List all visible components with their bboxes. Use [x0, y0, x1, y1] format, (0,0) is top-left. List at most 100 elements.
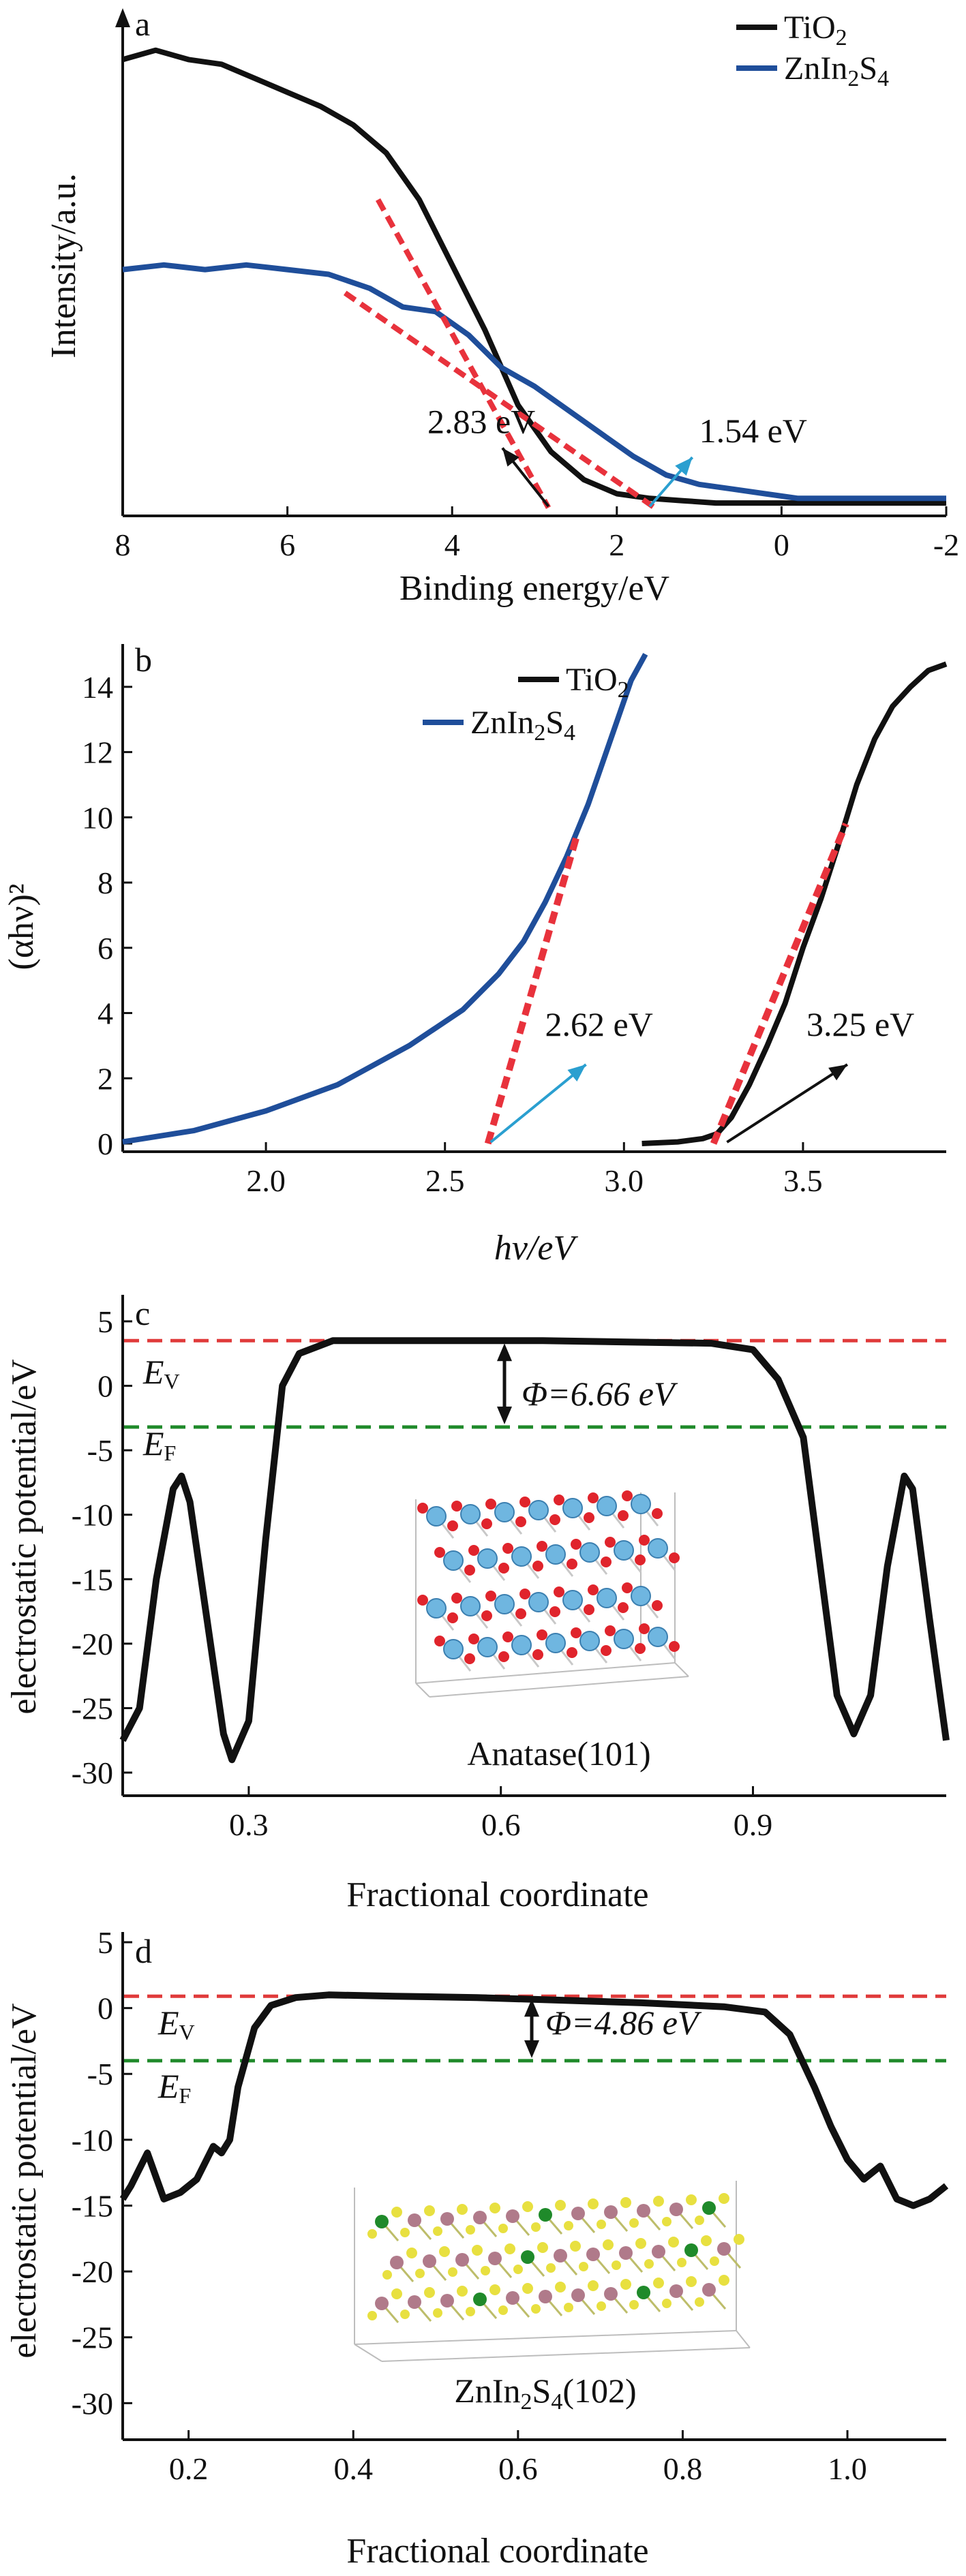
o-atom [451, 1593, 462, 1604]
panel-d-xtick-label: 0.4 [333, 2451, 373, 2486]
in-atom [571, 2288, 585, 2302]
o-atom [571, 1539, 582, 1550]
panel-d-ytick-label: -10 [72, 2123, 113, 2158]
s-atom [433, 2226, 442, 2236]
anatase-label: Anatase(101) [467, 1734, 650, 1773]
ti-atom [545, 1544, 566, 1565]
o-atom [417, 1595, 428, 1606]
ti-atom [511, 1635, 532, 1655]
s-atom [629, 2300, 639, 2310]
o-atom [601, 1557, 612, 1567]
panel-a-label: a [135, 5, 150, 43]
o-atom [485, 1591, 496, 1601]
s-atom [489, 2284, 500, 2295]
panel-b: b 2.0 2.5 3.0 3.5 0 2 4 6 8 10 12 14 hν/eV (αhν)² 2… [2, 641, 948, 1268]
ti-atom [562, 1498, 583, 1518]
o-atom [447, 1520, 458, 1531]
s-atom [603, 2239, 614, 2250]
in-atom [423, 2254, 436, 2268]
panel-c-ytick-label: 5 [97, 1304, 113, 1339]
o-atom [669, 1641, 680, 1652]
s-atom [522, 2201, 533, 2212]
s-atom [424, 2287, 435, 2298]
ti-atom [614, 1540, 634, 1561]
s-atom [391, 2288, 402, 2299]
o-atom [434, 1636, 445, 1646]
o-atom [464, 1565, 475, 1576]
s-atom [537, 2242, 548, 2253]
ti-atom [579, 1542, 600, 1563]
s-atom [513, 2265, 523, 2274]
o-atom [515, 1608, 526, 1619]
panel-b-ylabel: (αhν)² [2, 884, 41, 970]
panel-c-ticks: 0.3 0.6 0.9 5 0 -5 -10 -15 -20 -25 -30 [72, 1304, 773, 1842]
s-atom [620, 2279, 631, 2290]
in-atom [390, 2256, 404, 2269]
o-atom [622, 1490, 633, 1501]
ti-atom [562, 1590, 583, 1610]
panel-a-xtick-label: 2 [609, 527, 624, 562]
panel-b-xtick-label: 3.0 [605, 1163, 644, 1198]
s-atom [400, 2310, 410, 2319]
s-atom [406, 2248, 417, 2258]
annotation-arrowhead-1 [567, 1064, 586, 1082]
in-atom [619, 2246, 633, 2260]
s-atom [481, 2266, 490, 2275]
s-atom [677, 2258, 686, 2267]
work-function-arrowhead-top [524, 1999, 539, 2017]
s-atom [433, 2308, 442, 2318]
o-atom [481, 1518, 492, 1529]
in-atom [604, 2287, 618, 2301]
annotation-arrowhead-1 [502, 448, 519, 467]
panel-c-xlabel: Fractional coordinate [346, 1875, 648, 1914]
panel-c-ytick-label: -5 [87, 1433, 113, 1468]
zn-atom [521, 2250, 534, 2264]
in-atom [637, 2204, 650, 2218]
zn-atom [637, 2286, 650, 2299]
panel-a-xtick-label: 4 [444, 527, 460, 562]
potential-curve [119, 1991, 949, 2209]
o-atom [584, 1512, 594, 1523]
s-atom [531, 2222, 541, 2232]
annotation-arrowhead-2 [828, 1064, 847, 1081]
s-atom [472, 2245, 483, 2256]
in-atom [506, 2291, 519, 2305]
ti-atom [545, 1633, 566, 1653]
in-atom [455, 2253, 469, 2267]
work-function-arrowhead-bottom [497, 1407, 512, 1425]
panel-d-ytick-label: -25 [72, 2320, 113, 2355]
s-atom [400, 2228, 410, 2237]
ti-atom [460, 1504, 481, 1524]
ti-atom [597, 1588, 617, 1608]
s-atom [367, 2229, 377, 2239]
o-atom [635, 1554, 646, 1565]
o-atom [669, 1552, 680, 1563]
fit-line-2 [343, 290, 656, 510]
panel-b-xtick-label: 2.0 [246, 1163, 286, 1198]
s-atom [588, 2198, 599, 2209]
s-atom [382, 2270, 392, 2280]
panel-b-label: b [135, 641, 152, 679]
panel-a-xtick-label: -2 [933, 527, 959, 562]
panel-c-xtick-label: 0.6 [481, 1807, 521, 1842]
s-atom [415, 2269, 425, 2278]
s-atom [710, 2256, 719, 2266]
panel-a-y-axis-arrow [115, 8, 130, 27]
s-atom [612, 2260, 621, 2270]
ti-atom [443, 1639, 464, 1659]
annotation-label-2: 1.54 eV [699, 412, 807, 450]
s-atom [597, 2301, 606, 2311]
fit-line-1 [375, 198, 552, 509]
o-atom [639, 1623, 650, 1634]
o-atom [652, 1508, 663, 1519]
annotation-label-1: 2.62 eV [545, 1005, 653, 1043]
znin2s4-label: ZnIn2S4(102) [454, 2372, 636, 2414]
s-atom [498, 2224, 508, 2233]
s-atom [564, 2303, 573, 2312]
in-atom [702, 2283, 716, 2297]
in-atom [539, 2290, 552, 2303]
s-atom [653, 2196, 664, 2207]
annotation-label-1: 2.83 eV [427, 402, 535, 440]
panel-b-xlabel: hν/eV [494, 1229, 579, 1268]
in-atom [488, 2252, 502, 2265]
